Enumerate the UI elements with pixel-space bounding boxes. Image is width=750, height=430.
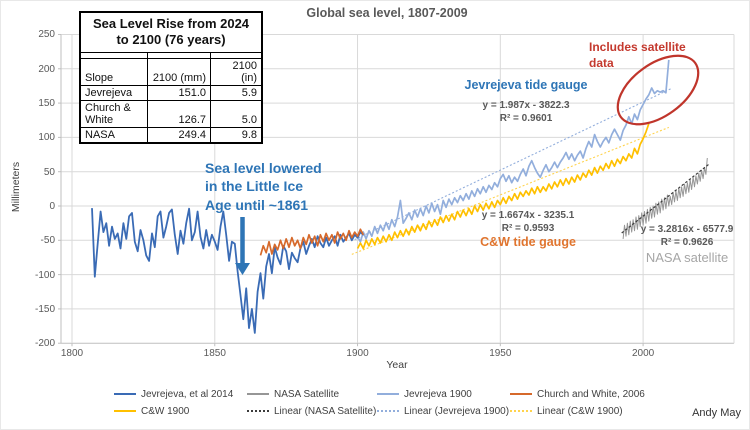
table-header-row: Slope 2100 (mm) 2100 (in) — [79, 57, 263, 86]
table-row: NASA 249.4 9.8 — [79, 126, 263, 143]
legend-line-icon — [377, 410, 399, 412]
series-jevrejeva-1900 — [356, 59, 670, 243]
slope-summary-table: Sea Level Rise from 2024 to 2100 (76 year… — [79, 11, 263, 144]
y-tick-label: 50 — [43, 166, 55, 178]
legend-label: C&W 1900 — [141, 405, 190, 417]
series-c-w-1900 — [356, 123, 650, 250]
legend-label: Jevrejeva, et al 2014 — [141, 388, 234, 400]
legend-item: C&W 1900 — [114, 404, 189, 418]
col-header-mm: 2100 (mm) — [147, 57, 211, 86]
y-axis-title: Millimeters — [10, 161, 22, 213]
series-jevrejeva-et-al-2014 — [91, 207, 364, 334]
y-tick-label: 250 — [38, 29, 55, 41]
legend-item: Linear (Jevrejeva 1900) — [377, 404, 509, 418]
x-axis-title: Year — [386, 359, 408, 371]
legend-line-icon — [247, 410, 269, 412]
legend-label: Linear (C&W 1900) — [537, 405, 623, 417]
table-title: Sea Level Rise from 2024 to 2100 (76 year… — [79, 11, 263, 53]
satellite-highlight-ellipse — [616, 54, 700, 126]
table-row: Jevrejeva 151.0 5.9 — [79, 84, 263, 101]
annotation-cw-gauge-label: C&W tide gauge — [480, 235, 576, 249]
x-tick-label: 1900 — [346, 348, 369, 360]
annotation-little-ice-age: Sea level lowered in the Little Ice Age … — [205, 160, 322, 213]
legend-label: Linear (NASA Satellite) — [274, 405, 377, 417]
legend-label: Linear (Jevrejeva 1900) — [404, 405, 510, 417]
legend-line-icon — [377, 393, 399, 395]
annotation-jevrejeva-gauge-label: Jevrejeva tide gauge — [464, 78, 588, 92]
series-linear-nasa-satellite- — [621, 163, 710, 234]
table-row: Church & White 126.7 5.0 — [79, 99, 263, 128]
y-tick-label: -100 — [34, 269, 55, 281]
little-ice-arrow-head — [235, 263, 250, 275]
legend-label: Jevrejeva 1900 — [404, 388, 472, 400]
annotation-nasa-satellite-label: NASA satellite — [645, 250, 729, 265]
y-tick-label: -50 — [40, 235, 55, 247]
legend-line-icon — [114, 393, 136, 395]
col-header-in: 2100 (in) — [210, 57, 263, 86]
y-tick-label: 150 — [38, 98, 55, 110]
jevrejeva-trend-r2: R² = 0.9601 — [499, 113, 553, 124]
cw-trend-equation: y = 1.6674x - 3235.1 — [481, 210, 575, 221]
col-header-slope: Slope — [79, 57, 148, 86]
y-tick-label: -150 — [34, 303, 55, 315]
legend-item: Jevrejeva, et al 2014 — [114, 387, 233, 401]
x-tick-label: 1800 — [60, 348, 84, 360]
y-tick-label: 0 — [49, 201, 55, 212]
author-credit: Andy May — [692, 407, 741, 419]
legend-label: Church and White, 2006 — [537, 388, 645, 400]
series-church-and-white-2006 — [259, 228, 365, 256]
chart-title: Global sea level, 1807-2009 — [306, 6, 468, 20]
nasa-trend-r2: R² = 0.9626 — [660, 237, 714, 248]
x-tick-label: 1950 — [489, 348, 512, 360]
y-tick-label: 100 — [38, 132, 55, 144]
legend-item: Linear (NASA Satellite) — [247, 404, 376, 418]
jevrejeva-trend-equation: y = 1.987x - 3822.3 — [482, 100, 570, 111]
legend-line-icon — [510, 393, 532, 395]
legend-item: Linear (C&W 1900) — [510, 404, 623, 418]
legend-item: NASA Satellite — [247, 387, 339, 401]
y-tick-label: 200 — [38, 63, 55, 75]
legend-line-icon — [247, 393, 269, 395]
legend-line-icon — [510, 410, 532, 412]
legend-item: Church and White, 2006 — [510, 387, 645, 401]
legend-label: NASA Satellite — [274, 388, 340, 400]
cw-trend-r2: R² = 0.9593 — [501, 223, 555, 234]
y-tick-label: -200 — [34, 338, 55, 350]
x-tick-label: 2000 — [631, 348, 655, 360]
legend-line-icon — [114, 410, 136, 412]
series-nasa-satellite — [622, 157, 708, 239]
x-tick-label: 1850 — [203, 348, 226, 360]
annotation-includes-satellite: Includes satellite data — [589, 40, 686, 70]
nasa-trend-equation: y = 3.2816x - 6577.9 — [640, 224, 734, 235]
legend-item: Jevrejeva 1900 — [377, 387, 472, 401]
